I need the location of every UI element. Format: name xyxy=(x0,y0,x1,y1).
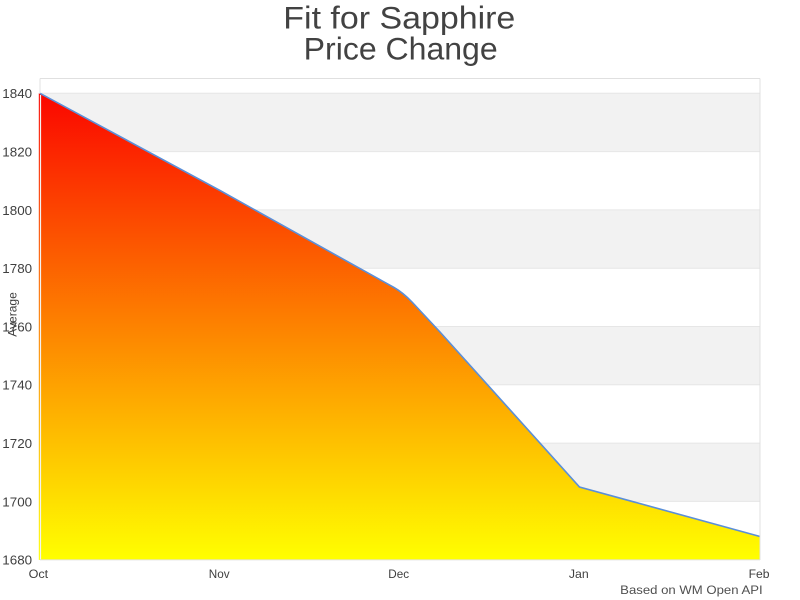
svg-text:Average: Average xyxy=(6,292,20,337)
svg-text:1720: 1720 xyxy=(2,436,32,451)
svg-text:1840: 1840 xyxy=(2,86,32,101)
svg-text:1780: 1780 xyxy=(2,261,32,276)
svg-text:Nov: Nov xyxy=(209,567,231,581)
svg-text:Oct: Oct xyxy=(29,567,49,581)
svg-text:1800: 1800 xyxy=(2,203,32,218)
svg-text:Fit for Sapphire: Fit for Sapphire xyxy=(283,0,515,35)
svg-text:Based on WM Open API: Based on WM Open API xyxy=(620,583,763,597)
svg-text:1820: 1820 xyxy=(2,145,32,160)
svg-text:1740: 1740 xyxy=(2,378,32,393)
svg-text:Dec: Dec xyxy=(388,567,409,581)
svg-text:1760: 1760 xyxy=(2,319,32,334)
svg-text:Jan: Jan xyxy=(569,567,589,581)
svg-text:1700: 1700 xyxy=(2,494,32,509)
svg-text:Price Change: Price Change xyxy=(304,31,498,67)
svg-text:Feb: Feb xyxy=(749,567,770,581)
svg-text:1680: 1680 xyxy=(2,553,32,568)
